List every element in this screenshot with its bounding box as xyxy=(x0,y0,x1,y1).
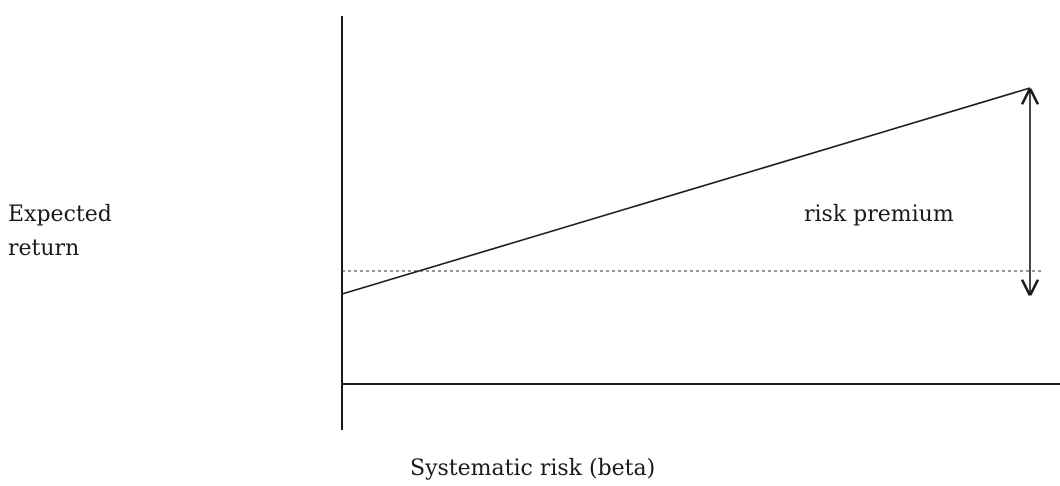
y-axis-label: Expected return xyxy=(8,202,112,261)
x-axis-label: Systematic risk (beta) xyxy=(410,456,656,481)
sloped-line xyxy=(341,87,1031,295)
risk-premium-label: risk premium xyxy=(804,202,954,227)
